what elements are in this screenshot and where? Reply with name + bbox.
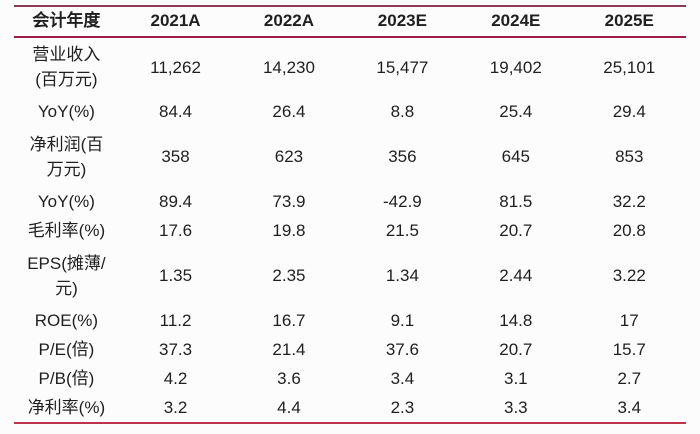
table-row-revenue: 营业收入 (百万元) 11,262 14,230 15,477 19,402 25… — [14, 37, 686, 98]
cell-value: 2.3 — [390, 397, 415, 417]
row-label: ROE(%) — [34, 311, 99, 331]
cell-value: 2.44 — [499, 266, 533, 286]
cell-value: -42.9 — [383, 192, 422, 212]
cell-value: 20.8 — [612, 221, 646, 241]
row-label: P/B(倍) — [38, 369, 95, 389]
cell-value: 4.2 — [163, 369, 188, 389]
cell-value: 645 — [501, 147, 530, 167]
cell-value: 14,230 — [262, 57, 315, 77]
header-2022a: 2022A — [263, 11, 315, 31]
header-2021a: 2021A — [150, 11, 201, 31]
cell-value: 623 — [274, 147, 304, 167]
cell-value: 2.35 — [272, 266, 306, 286]
cell-value: 32.2 — [612, 192, 646, 212]
cell-value: 89.4 — [158, 192, 193, 212]
cell-value: 3.2 — [163, 397, 188, 417]
cell-value: 21.4 — [272, 340, 306, 360]
cell-value: 15,477 — [376, 57, 429, 77]
cell-value: 1.34 — [385, 266, 419, 286]
table-row-net-margin: 净利率(%) 3.2 4.4 2.3 3.3 3.4 — [14, 394, 686, 423]
cell-value: 3.22 — [612, 266, 646, 286]
financial-summary-table: 会计年度 2021A 2022A 2023E 2024E 2025E 营业收入(… — [14, 5, 686, 424]
cell-value: 3.3 — [503, 397, 528, 417]
row-label: 毛利率(%) — [27, 221, 106, 241]
cell-value: 17.6 — [158, 221, 193, 241]
table-row-roe: ROE(%) 11.2 16.7 9.1 14.8 17 — [14, 307, 686, 336]
cell-value: 20.7 — [499, 340, 533, 360]
table-row-net-profit: 净利润(百 万元) 358 623 356 645 853 — [14, 127, 686, 188]
row-label: 净利率(%) — [27, 397, 106, 417]
table-header: 会计年度 2021A 2022A 2023E 2024E 2025E — [14, 6, 686, 37]
cell-value: 356 — [388, 147, 417, 167]
cell-value: 853 — [615, 147, 644, 167]
cell-value: 19,402 — [489, 57, 542, 77]
table-row-eps: EPS(摊薄/元) 1.35 2.35 1.34 2.44 3.22 — [14, 246, 686, 307]
cell-value: 4.4 — [277, 397, 301, 417]
table-row-profit-yoy: YoY(%) 89.4 73.9 -42.9 81.5 32.2 — [14, 188, 686, 217]
cell-value: 11.2 — [159, 311, 192, 331]
table-body: 营业收入 (百万元) 11,262 14,230 15,477 19,402 25… — [14, 37, 686, 423]
cell-value: 20.7 — [499, 221, 533, 241]
table-row-gross-margin: 毛利率(%) 17.6 19.8 21.5 20.7 20.8 — [14, 217, 686, 246]
cell-value: 73.9 — [272, 192, 306, 212]
cell-value: 2.7 — [617, 369, 642, 389]
row-label: 营业收入 (百万元) — [32, 45, 101, 89]
cell-value: 9.1 — [390, 311, 415, 331]
header-fiscal-year: 会计年度 — [32, 11, 101, 31]
cell-value: 3.4 — [617, 397, 642, 417]
header-2025e: 2025E — [604, 11, 654, 31]
cell-value: 25,101 — [603, 57, 656, 77]
cell-value: 17 — [619, 311, 639, 331]
row-label: YoY(%) — [37, 192, 95, 212]
cell-value: 3.1 — [503, 369, 528, 389]
cell-value: 8.8 — [390, 102, 415, 122]
table-row-pe: P/E(倍) 37.3 21.4 37.6 20.7 15.7 — [14, 336, 686, 365]
cell-value: 84.4 — [158, 102, 193, 122]
cell-value: 16.7 — [272, 311, 306, 331]
cell-value: 358 — [161, 147, 190, 167]
cell-value: 26.4 — [272, 102, 306, 122]
header-2023e: 2023E — [377, 11, 427, 31]
cell-value: 15.7 — [612, 340, 646, 360]
cell-value: 21.5 — [385, 221, 419, 241]
row-label: P/E(倍) — [38, 340, 95, 360]
cell-value: 11,262 — [150, 57, 201, 77]
cell-value: 19.8 — [272, 221, 306, 241]
cell-value: 37.6 — [385, 340, 419, 360]
cell-value: 1.35 — [158, 266, 193, 286]
header-2024e: 2024E — [491, 11, 541, 31]
cell-value: 14.8 — [499, 311, 533, 331]
cell-value: 25.4 — [499, 102, 533, 122]
row-label: YoY(%) — [37, 102, 95, 122]
table-row-pb: P/B(倍) 4.2 3.6 3.4 3.1 2.7 — [14, 365, 686, 394]
row-label: 净利润(百 万元) — [29, 134, 104, 179]
cell-value: 29.4 — [612, 102, 646, 122]
cell-value: 81.5 — [499, 192, 533, 212]
table-row-revenue-yoy: YoY(%) 84.4 26.4 8.8 25.4 29.4 — [14, 98, 686, 127]
cell-value: 3.6 — [277, 369, 301, 389]
forecast-table: 会计年度 2021A 2022A 2023E 2024E 2025E 营业收入(… — [14, 5, 686, 424]
header-row: 会计年度 2021A 2022A 2023E 2024E 2025E — [14, 6, 686, 37]
cell-value: 37.3 — [158, 340, 193, 360]
row-label: EPS(摊薄/元) — [27, 253, 106, 298]
cell-value: 3.4 — [390, 369, 415, 389]
